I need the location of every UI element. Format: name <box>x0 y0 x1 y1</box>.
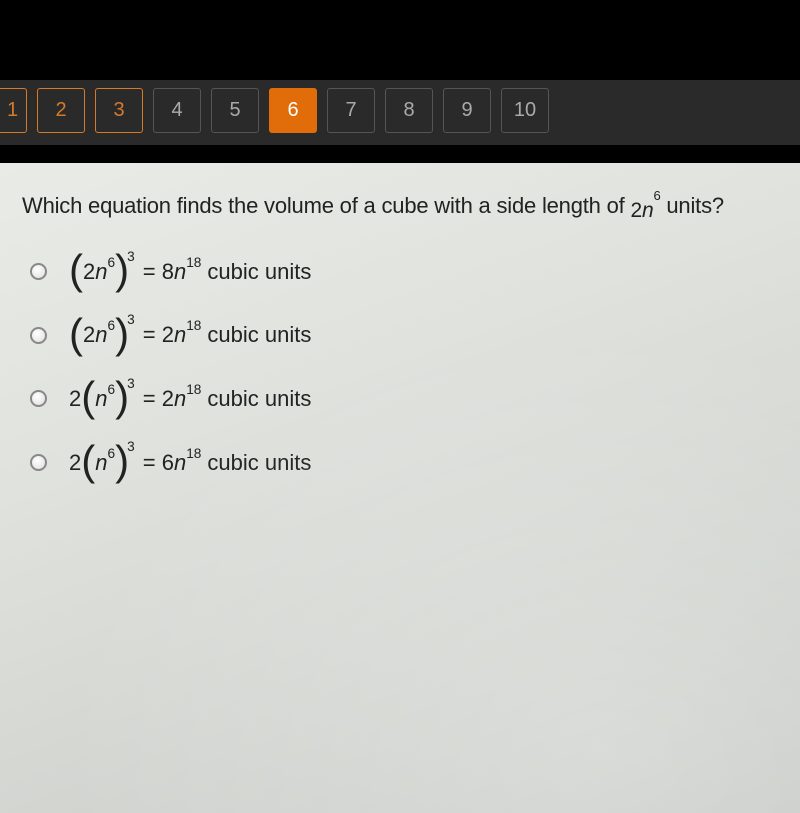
nav-q3[interactable]: 3 <box>95 88 143 133</box>
radio-b[interactable] <box>30 327 47 344</box>
nav-q1[interactable]: 1 <box>0 88 27 133</box>
nav-q4[interactable]: 4 <box>153 88 201 133</box>
stem-pre: Which equation finds the volume of a cub… <box>22 193 630 218</box>
option-a[interactable]: (2n6)3 = 8n18cubic units <box>22 255 778 289</box>
question-nav: 1 2 3 4 5 6 7 8 9 10 <box>0 80 800 145</box>
nav-q6[interactable]: 6 <box>269 88 317 133</box>
option-b-math: (2n6)3 = 2n18cubic units <box>69 319 311 353</box>
nav-q7[interactable]: 7 <box>327 88 375 133</box>
option-c[interactable]: 2(n6)3 = 2n18cubic units <box>22 382 778 416</box>
nav-q8[interactable]: 8 <box>385 88 433 133</box>
top-bar <box>0 0 800 80</box>
option-b[interactable]: (2n6)3 = 2n18cubic units <box>22 319 778 353</box>
question-stem: Which equation finds the volume of a cub… <box>22 193 778 223</box>
question-panel: Which equation finds the volume of a cub… <box>0 163 800 813</box>
nav-q2[interactable]: 2 <box>37 88 85 133</box>
radio-c[interactable] <box>30 390 47 407</box>
radio-a[interactable] <box>30 263 47 280</box>
radio-d[interactable] <box>30 454 47 471</box>
stem-expression: 2n6 <box>630 197 660 223</box>
nav-q9[interactable]: 9 <box>443 88 491 133</box>
stem-post: units? <box>660 193 723 218</box>
option-c-math: 2(n6)3 = 2n18cubic units <box>69 382 311 416</box>
option-a-math: (2n6)3 = 8n18cubic units <box>69 255 311 289</box>
option-d-math: 2(n6)3 = 6n18cubic units <box>69 446 311 480</box>
nav-q5[interactable]: 5 <box>211 88 259 133</box>
nav-q10[interactable]: 10 <box>501 88 549 133</box>
option-d[interactable]: 2(n6)3 = 6n18cubic units <box>22 446 778 480</box>
